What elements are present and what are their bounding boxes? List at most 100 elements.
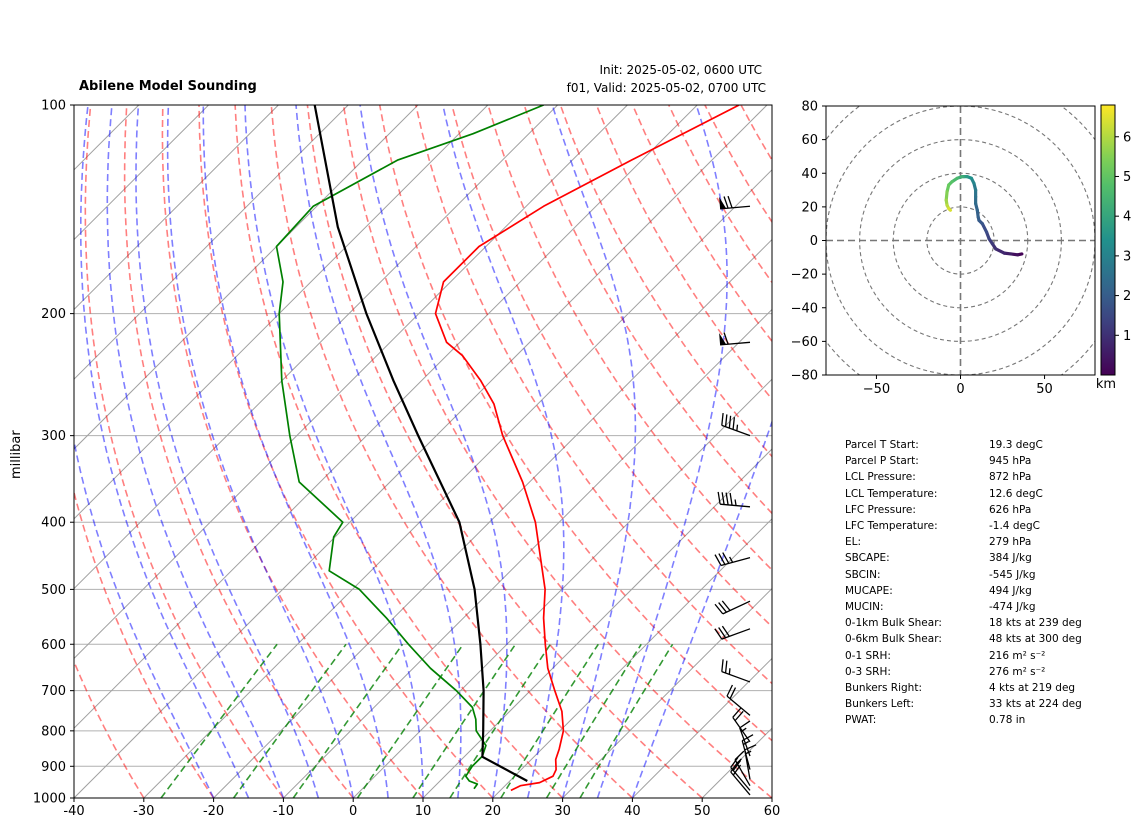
barb-full [734,750,745,761]
barb-full [732,760,742,771]
wind-barb [744,744,757,780]
valid-time: f01, Valid: 2025-05-02, 0700 UTC [566,81,766,95]
moist-adiabat [442,105,565,798]
mixing-ratio-line [449,643,552,798]
hodo-y-tick-label: −40 [791,301,818,316]
isotherm-line [74,105,558,590]
barb-half [736,424,739,431]
mixing-ratio-line [356,643,464,798]
y-tick-label: 400 [41,516,66,531]
param-label: 0-3 SRH: [845,665,891,678]
moist-adiabat [295,105,462,798]
x-tick-label: 30 [554,804,571,819]
hodograph-area [826,106,1095,375]
colorbar-tick-label: 2 [1123,289,1131,304]
barb-full [718,553,726,565]
param-value: -1.4 degC [989,520,1040,533]
barb-full [741,734,754,742]
x-tick-label: 20 [485,804,502,819]
hodo-y-tick-label: 60 [801,133,818,148]
isotherm-line [492,518,772,798]
param-value: 279 hPa [989,536,1032,549]
colorbar-tick-label: 1 [1123,329,1131,344]
param-row: Parcel P Start: 945 hPa [845,453,1082,469]
mixing-ratio-line [160,643,278,798]
x-tick-label: -20 [203,804,224,819]
hodo-colorbar [1100,104,1116,376]
param-value: 494 J/kg [989,584,1032,597]
barb-half [728,668,731,675]
moist-adiabat [135,105,320,798]
barb-staff [739,727,751,757]
barb-full [724,414,728,427]
barb-full [721,625,730,637]
isotherm-line [74,105,279,311]
barb-half [742,740,749,746]
colorbar-label: km [1096,377,1116,392]
hodo-y-tick-label: 80 [801,100,818,115]
dry-adiabat [378,105,772,742]
barb-full [729,687,737,699]
isotherm-line [213,238,772,798]
hodo-x-tick-label: 0 [956,382,964,397]
param-row: LFC Pressure: 626 hPa [845,502,1082,518]
barb-full [721,600,731,611]
isotherm-line [632,657,772,798]
wind-barb [714,600,751,615]
param-label: 0-1km Bulk Shear: [845,617,942,630]
colorbar-tick-label: 3 [1123,249,1131,264]
barb-full [721,413,724,426]
param-value: 48 kts at 300 deg [989,633,1082,646]
barb-full [725,492,729,505]
barb-staff [744,749,751,780]
param-value: 33 kts at 224 deg [989,698,1082,711]
param-row: LCL Pressure: 872 hPa [845,469,1082,485]
wind-barb [717,491,751,508]
dry-adiabat [487,105,772,572]
param-row: 0-1 SRH: 216 m² s⁻² [845,648,1082,664]
param-row: LFC Temperature: -1.4 degC [845,518,1082,534]
x-tick-label: -40 [63,804,84,819]
param-row: MUCIN: -474 J/kg [845,599,1082,615]
param-row: Bunkers Left: 33 kts at 224 deg [845,696,1082,712]
param-label: LCL Pressure: [845,471,916,484]
init-time: Init: 2025-05-02, 0600 UTC [599,63,762,77]
wind-barb [719,332,751,346]
barb-half [729,556,734,563]
isotherm-line [74,105,489,520]
dry-adiabat [270,105,633,798]
param-row: 0-6km Bulk Shear: 48 kts at 300 deg [845,631,1082,647]
y-tick-label: 600 [41,638,66,653]
x-tick-label: -10 [273,804,294,819]
param-label: LFC Temperature: [845,520,938,533]
param-value: 18 kts at 239 deg [989,617,1082,630]
hodo-x-tick-label: 50 [1036,382,1053,397]
moist-adiabat [244,105,424,798]
colorbar-tick-label: 5 [1123,170,1131,185]
param-value: 19.3 degC [989,439,1043,451]
moist-adiabat [202,105,389,798]
dewpoint-profile [275,105,544,790]
param-label: 0-6km Bulk Shear: [845,633,942,646]
barb-full [730,761,739,773]
barb-full [714,628,723,640]
isotherm-line [74,105,419,450]
param-value: 216 m² s⁻² [989,649,1046,662]
barb-full [744,744,757,751]
param-label: MUCIN: [845,601,884,614]
barb-half [740,727,747,733]
barb-full [714,603,724,615]
param-label: LCL Temperature: [845,487,938,500]
param-value: 276 m² s⁻² [989,665,1046,678]
param-row: MUCAPE: 494 J/kg [845,583,1082,599]
dry-adiabat [198,105,494,798]
param-value: 872 hPa [989,471,1032,484]
hodo-y-tick-label: 20 [801,200,818,215]
wind-barb [739,720,751,757]
param-label: SBCAPE: [845,552,890,565]
x-tick-label: 50 [694,804,711,819]
x-tick-label: 40 [624,804,641,819]
moist-adiabat [74,437,215,798]
param-label: Bunkers Left: [845,698,915,711]
